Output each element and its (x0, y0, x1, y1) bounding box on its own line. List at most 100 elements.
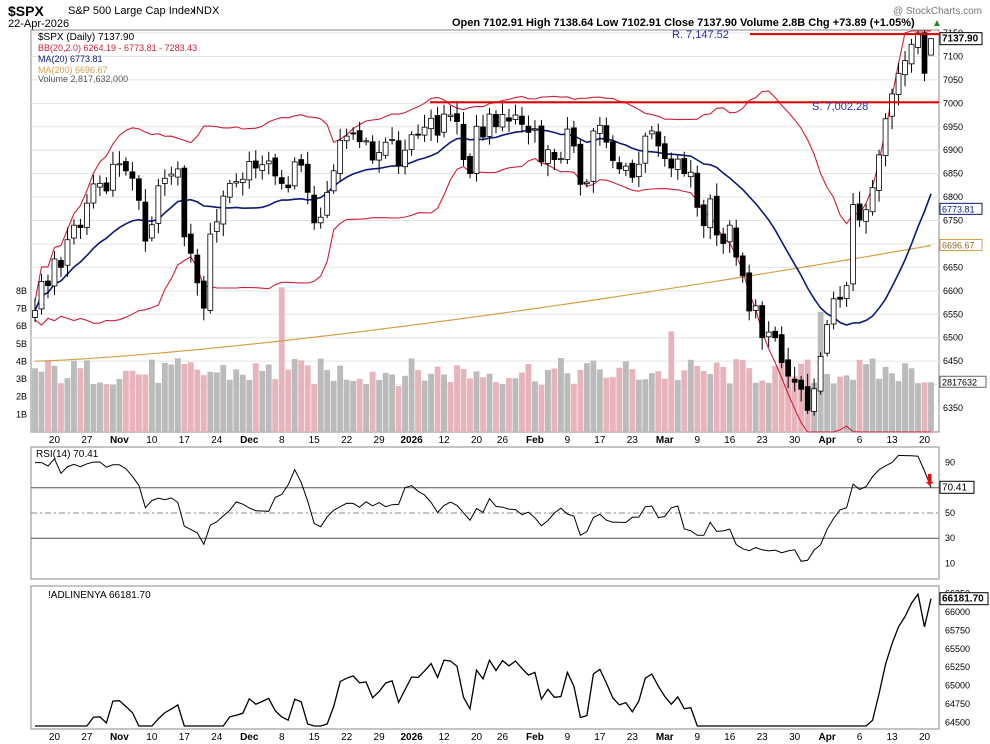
volume-bar (778, 360, 785, 432)
date-tick-label: 20 (471, 732, 483, 743)
candle-body (58, 260, 64, 268)
volume-bar (648, 373, 655, 432)
candle-body (246, 161, 253, 181)
price-tick-label: 6950 (943, 122, 963, 132)
date-tick-label: 17 (594, 732, 606, 743)
volume-tick-label: 5B (16, 339, 27, 349)
volume-bar (661, 378, 668, 432)
volume-bar (187, 362, 194, 432)
svg-text:2817632: 2817632 (942, 377, 977, 387)
volume-bar (557, 358, 564, 432)
candle-body (408, 134, 415, 150)
candle-body (882, 118, 889, 157)
candle-body (830, 298, 837, 325)
price-tick-label: 6550 (943, 309, 963, 319)
candle-body (402, 149, 408, 168)
volume-bar (330, 380, 337, 432)
adline-tick-label: 64500 (945, 717, 970, 727)
rsi-legend: RSI(14) 70.41 (36, 449, 99, 460)
date-tick-label: 23 (757, 732, 769, 743)
volume-bar (928, 382, 934, 432)
candle-body (278, 177, 285, 184)
volume-bar (428, 373, 434, 432)
date-tick-label: 20 (919, 732, 931, 743)
candle-body (902, 60, 908, 76)
adline-line (35, 592, 932, 727)
candle-body (174, 168, 181, 178)
date-tick-label: 24 (211, 435, 223, 446)
date-tick-label: 10 (146, 732, 158, 743)
ma200-line (34, 244, 932, 362)
candle-body (493, 114, 499, 128)
volume-bar (389, 374, 396, 432)
candle-body (265, 160, 272, 165)
adline-panel (30, 585, 940, 730)
candle-body (648, 130, 655, 135)
candle-body (895, 72, 902, 95)
volume-bar (707, 373, 714, 432)
volume-bar (90, 384, 97, 432)
volume-tick-label: 1B (16, 409, 27, 419)
candle-body (32, 310, 38, 318)
candle-body (752, 305, 759, 311)
adline-tick-label: 65750 (945, 625, 970, 635)
rsi-tick-label: 10 (945, 558, 955, 568)
date-tick-label: 8 (279, 435, 285, 446)
resistance-label: R. 7,147.52 (672, 29, 729, 41)
candle-body (551, 152, 558, 160)
rsi-tick-label: 50 (945, 508, 955, 518)
volume-bar (882, 366, 889, 432)
volume-bar (265, 364, 272, 432)
date-tick-label: 23 (627, 732, 639, 743)
candle-body (765, 331, 772, 338)
candle-body (239, 178, 246, 183)
volume-bar (51, 365, 58, 432)
candle-body (661, 143, 668, 160)
volume-bar (889, 373, 895, 432)
candle-body (486, 113, 493, 137)
candle-body (746, 272, 753, 312)
price-tick-label: 6500 (943, 333, 963, 343)
volume-bar (109, 384, 116, 432)
support-resistance-lines (430, 33, 939, 104)
candle-body (110, 163, 116, 191)
volume-bar (278, 287, 285, 432)
candle-body (473, 125, 480, 174)
candle-body (564, 128, 571, 160)
volume-bar (246, 379, 253, 432)
candle-body (103, 182, 110, 192)
candle-body (369, 141, 376, 161)
price-tick-label: 6750 (943, 216, 963, 226)
candle-body (791, 378, 798, 383)
price-tick-label: 7000 (943, 98, 963, 108)
candle-body (778, 334, 785, 363)
adline-legend: !ADLINENYA 66181.70 (48, 590, 151, 601)
volume-bar (213, 372, 220, 432)
volume-bar (532, 381, 538, 432)
candle-body (382, 141, 389, 156)
date-tick-label: 16 (724, 435, 736, 446)
candle-body (720, 233, 727, 244)
date-tick-label: 15 (309, 435, 321, 446)
candle-body (142, 201, 149, 242)
volume-bar (311, 383, 318, 432)
svg-text:6696.67: 6696.67 (942, 240, 975, 250)
volume-bar (97, 382, 103, 432)
rsi-line (35, 454, 932, 562)
price-tick-label: 6650 (943, 262, 963, 272)
volume-bar (596, 369, 603, 432)
date-tick-label: Mar (656, 435, 674, 446)
volume-bar (512, 378, 519, 432)
candle-body (584, 181, 590, 185)
candle-body (123, 161, 129, 172)
volume-bar (454, 365, 460, 432)
ma20-line (34, 127, 932, 326)
volume-tick-label: 6B (16, 321, 27, 331)
legend-volume: Volume 2,817,632,000 (38, 74, 128, 84)
date-tick-label: 9 (565, 435, 571, 446)
volume-bar (674, 380, 681, 432)
volume-bar (38, 371, 45, 432)
candle-body (519, 115, 525, 125)
candle-body (428, 117, 434, 130)
candle-body (538, 125, 545, 163)
